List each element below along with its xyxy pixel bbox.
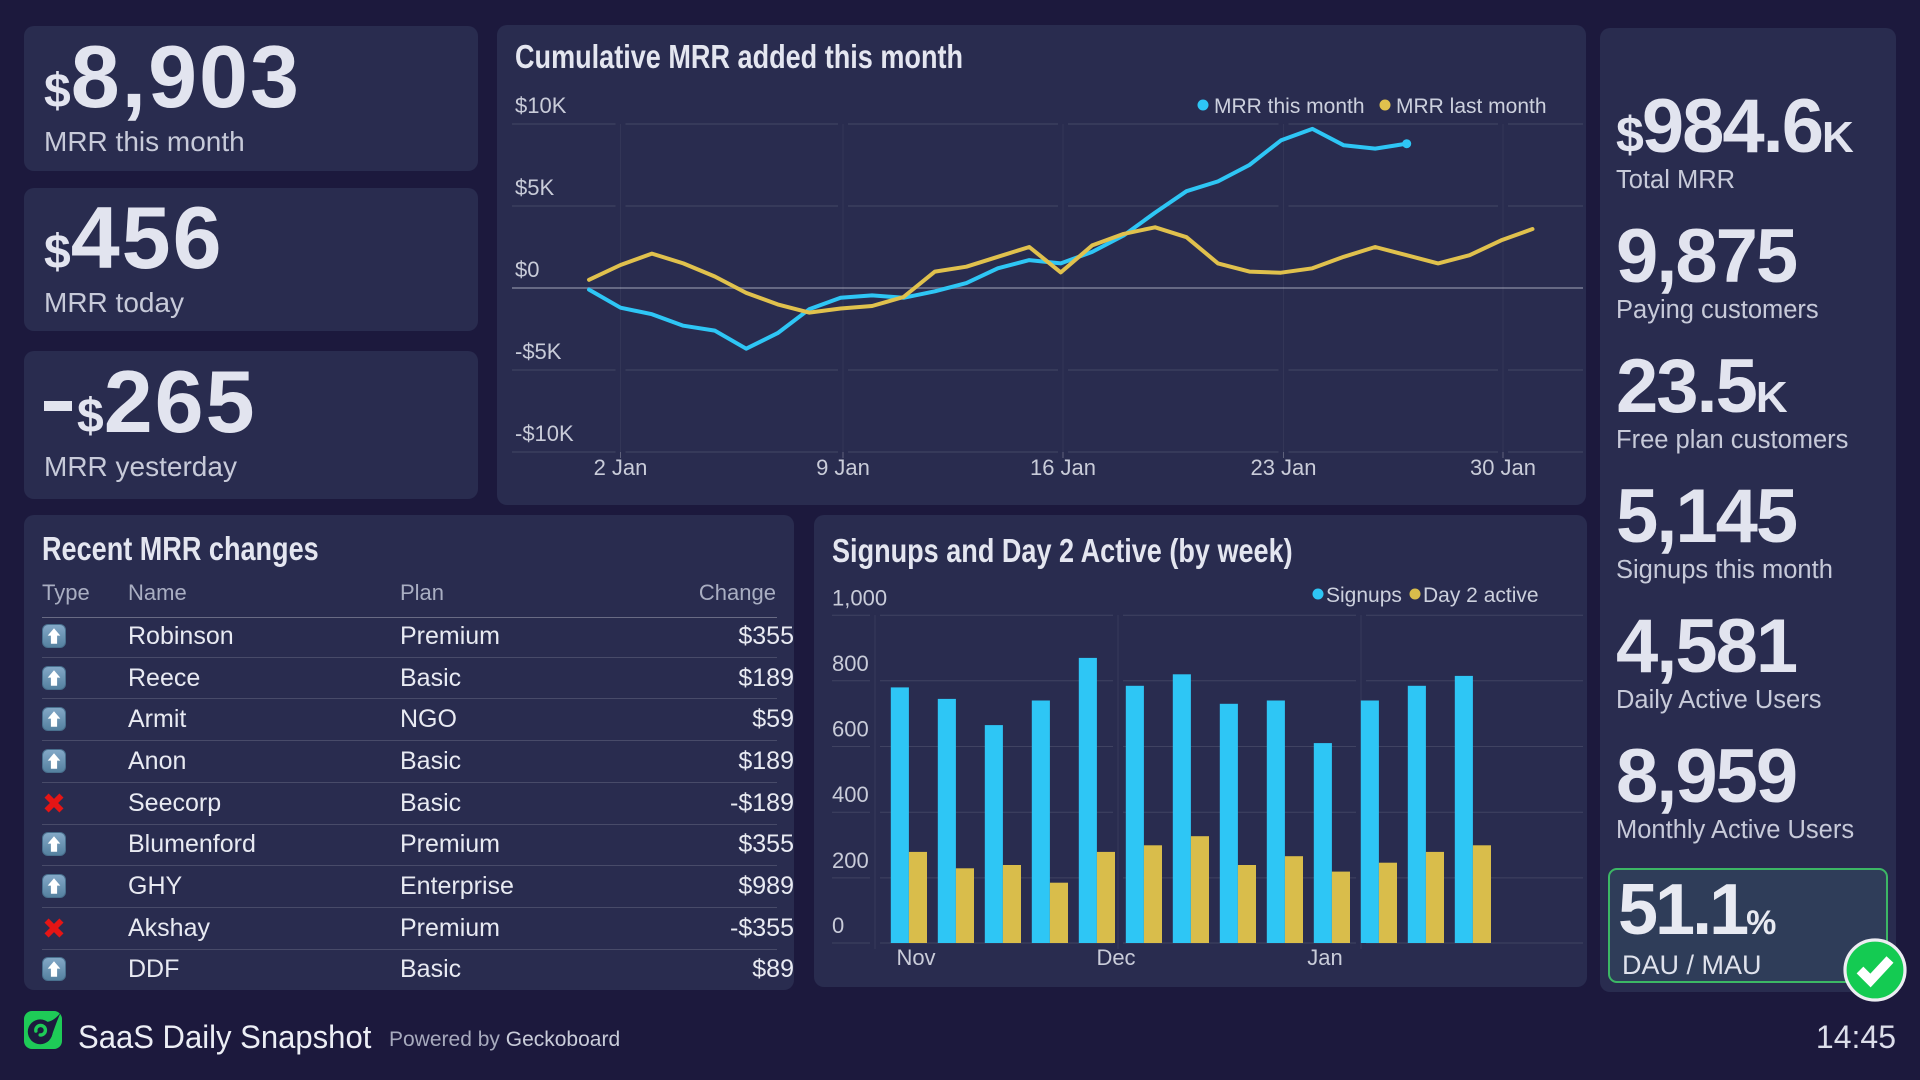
svg-text:16 Jan: 16 Jan [1030, 455, 1096, 480]
svg-text:$0: $0 [515, 257, 539, 282]
svg-text:-$10K: -$10K [515, 421, 574, 446]
svg-text:800: 800 [832, 651, 869, 676]
svg-text:0: 0 [832, 913, 844, 938]
svg-text:-$5K: -$5K [515, 339, 562, 364]
svg-text:Jan: Jan [1307, 945, 1342, 970]
svg-text:Signups: Signups [1326, 584, 1402, 607]
svg-text:MRR last month: MRR last month [1396, 95, 1547, 118]
svg-text:9 Jan: 9 Jan [816, 455, 870, 480]
svg-text:30 Jan: 30 Jan [1470, 455, 1536, 480]
svg-text:1,000: 1,000 [832, 585, 887, 610]
svg-text:2 Jan: 2 Jan [594, 455, 648, 480]
svg-text:$5K: $5K [515, 175, 554, 200]
svg-text:23 Jan: 23 Jan [1250, 455, 1316, 480]
svg-text:Dec: Dec [1096, 945, 1135, 970]
svg-text:Nov: Nov [896, 945, 935, 970]
svg-text:Day 2 active: Day 2 active [1423, 584, 1539, 607]
svg-text:$10K: $10K [515, 93, 567, 118]
svg-text:400: 400 [832, 782, 869, 807]
svg-text:MRR this month: MRR this month [1214, 95, 1365, 118]
svg-text:200: 200 [832, 848, 869, 873]
svg-text:600: 600 [832, 717, 869, 742]
